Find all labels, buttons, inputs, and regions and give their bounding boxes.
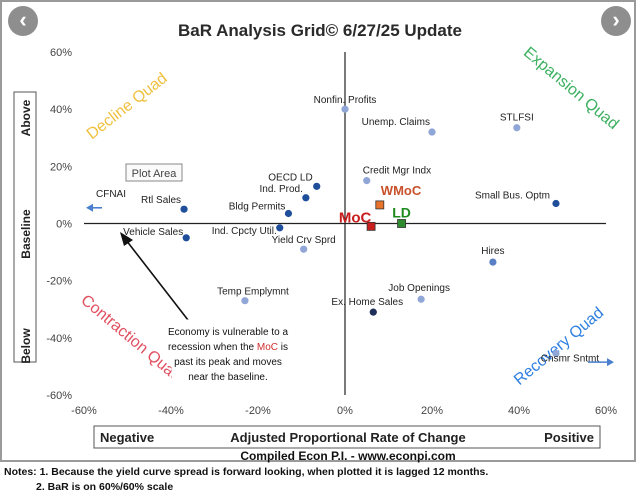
- annotation-line-2-before: recession when the: [168, 342, 257, 353]
- next-arrow-icon[interactable]: ›: [601, 6, 631, 36]
- point-vehicle-sales: [182, 234, 190, 242]
- x-tick-label: -40%: [158, 405, 184, 417]
- annotation-arrow-head: [120, 232, 133, 246]
- notes: Notes: 1. Because the yield curve spread…: [0, 465, 640, 495]
- point-label-yield-crv-sprd: Yield Crv Sprd: [272, 235, 336, 246]
- quadrant-label-contraction: Contraction Quad: [77, 292, 184, 386]
- point-credit-mgr-indx: [363, 177, 371, 185]
- y-axis-label-baseline: Baseline: [19, 209, 33, 259]
- annotation-arrow-line: [125, 239, 189, 321]
- y-axis-label-above: Above: [19, 99, 33, 136]
- y-tick-label: 40%: [50, 104, 72, 116]
- point-job-openings: [417, 295, 425, 303]
- y-axis-label-below: Below: [19, 328, 33, 364]
- point-cnsmr-sntmt: [552, 349, 560, 358]
- point-label-bldg-permits: Bldg Permits: [229, 201, 286, 212]
- point-label-oecd-ld: OECD LD: [268, 172, 312, 183]
- previous-arrow-icon[interactable]: ‹: [8, 6, 38, 36]
- marker-ld: [397, 219, 406, 228]
- plot-area-tooltip-label: Plot Area: [132, 168, 178, 180]
- y-tick-label: -20%: [46, 276, 72, 288]
- point-ind-cpcty-util: [276, 224, 284, 232]
- bar-analysis-chart: BaR Analysis Grid© 6/27/25 Update -60% -40…: [13, 21, 622, 463]
- point-label-ind-cpcty-util: Ind. Cpcty Util.: [212, 226, 277, 237]
- quadrant-label-expansion: Expansion Quad: [520, 44, 622, 133]
- point-label-stlfsi: STLFSI: [500, 113, 534, 124]
- x-axis-label-positive: Positive: [544, 430, 594, 445]
- annotation-box: [171, 319, 285, 387]
- annotation-line-2: recession when the MoC is: [168, 342, 288, 353]
- note-1: Notes: 1. Because the yield curve spread…: [4, 466, 489, 478]
- point-label-small-bus-optm: Small Bus. Optm: [475, 190, 550, 201]
- chart-frame: BaR Analysis Grid© 6/27/25 Update -60% -40…: [0, 0, 636, 463]
- point-label-ind-prod: Ind. Prod.: [259, 184, 302, 195]
- point-label-vehicle-sales: Vehicle Sales: [123, 227, 183, 238]
- marker-label-wmoc: WMoC: [381, 183, 422, 198]
- x-tick-label: -60%: [71, 405, 97, 417]
- y-tick-label: 0%: [56, 219, 72, 231]
- point-label-unemp-claims: Unemp. Claims: [362, 117, 430, 128]
- quadrant-label-recovery: Recovery Quad: [511, 304, 607, 388]
- point-small-bus-optm: [552, 199, 560, 208]
- y-tick-label: -40%: [46, 333, 72, 345]
- point-yield-crv-sprd: [300, 245, 308, 253]
- point-label-job-openings: Job Openings: [388, 283, 450, 294]
- point-hires: [489, 258, 497, 266]
- y-tick-label: 60%: [50, 47, 72, 59]
- xlabel-box: [93, 425, 601, 449]
- annotation-line-4: near the baseline.: [188, 372, 268, 383]
- chart-title: BaR Analysis Grid© 6/27/25 Update: [178, 21, 462, 40]
- x-tick-label: 0%: [337, 405, 353, 417]
- credit-line: Compiled Econ P.I. - www.econpi.com: [240, 449, 455, 463]
- point-temp-emplymnt: [241, 297, 249, 305]
- point-label-rtl-sales: Rtl Sales: [141, 195, 181, 206]
- point-unemp-claims: [428, 128, 436, 136]
- marker-wmoc: [375, 200, 385, 210]
- point-bldg-permits: [284, 209, 293, 218]
- annotation-line-2-highlight: MoC: [257, 342, 278, 353]
- annotation-line-1: Economy is vulnerable to a: [168, 327, 289, 338]
- offscale-arrowhead-cnsmr-sntmt: [607, 358, 614, 367]
- x-axis-label-negative: Negative: [100, 430, 154, 445]
- quadrant-label-decline: Decline Quad: [84, 70, 171, 143]
- annotation-line-3: past its peak and moves: [174, 357, 282, 368]
- marker-label-moc: MoC: [339, 209, 372, 226]
- x-tick-label: 20%: [421, 405, 443, 417]
- point-label-ex-home-sales: Ex. Home Sales: [331, 297, 403, 308]
- point-rtl-sales: [180, 205, 188, 213]
- x-tick-label: -20%: [245, 405, 271, 417]
- ylabel-box: [13, 91, 37, 363]
- point-label-credit-mgr-indx: Credit Mgr Indx: [363, 166, 431, 177]
- annotation-line-2-after: is: [278, 342, 288, 353]
- note-2: 2. BaR is on 60%/60% scale: [36, 481, 174, 493]
- point-nonfin-profits: [341, 105, 349, 113]
- plot-area-tooltip-box: [125, 163, 183, 182]
- point-label-cnsmr-sntmt: Cnsmr Sntmt: [541, 354, 600, 365]
- point-label-temp-emplymnt: Temp Emplymnt: [217, 287, 289, 298]
- marker-label-ld: LD: [392, 205, 411, 221]
- y-tick-label: -60%: [46, 390, 72, 402]
- point-stlfsi: [513, 124, 521, 132]
- point-oecd-ld: [313, 182, 321, 190]
- point-ex-home-sales: [369, 308, 377, 316]
- point-label-nonfin-profits: Nonfin. Profits: [314, 95, 377, 106]
- offscale-label-cfnai: CFNAI: [96, 189, 126, 200]
- y-tick-label: 20%: [50, 161, 72, 173]
- x-axis-label: Adjusted Proportional Rate of Change: [230, 430, 465, 445]
- point-ind-prod: [302, 194, 310, 202]
- point-label-hires: Hires: [481, 246, 504, 257]
- x-tick-label: 60%: [595, 405, 617, 417]
- x-tick-label: 40%: [508, 405, 530, 417]
- offscale-arrowhead-cfnai: [86, 203, 93, 212]
- marker-moc: [366, 221, 376, 231]
